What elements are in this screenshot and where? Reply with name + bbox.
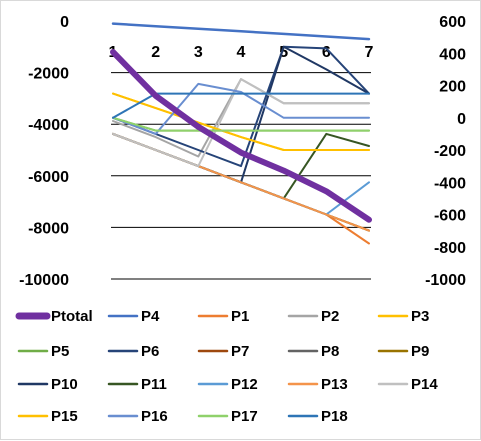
legend-item-p8: P8 [287, 343, 339, 360]
left-tick-label: -10000 [19, 272, 69, 289]
legend-item-p6: P6 [107, 343, 159, 360]
legend-label: P9 [411, 343, 429, 360]
series-line-p15 [112, 92, 370, 151]
legend-item-p12: P12 [197, 376, 258, 393]
left-tick-label: -4000 [28, 117, 69, 134]
legend-label: P12 [231, 376, 258, 393]
right-tick-label: -400 [434, 175, 466, 192]
legend-item-p18: P18 [287, 408, 348, 425]
legend-label: P7 [231, 343, 249, 360]
gridlines [111, 72, 371, 280]
legend-item-p10: P10 [17, 376, 78, 393]
legend-item-p5: P5 [17, 343, 69, 360]
legend-item-p2: P2 [287, 308, 339, 325]
legend-label: P4 [141, 308, 160, 325]
left-tick-label: -2000 [28, 66, 69, 83]
series-line-p3 [112, 92, 370, 151]
series-line-ptotal [110, 49, 372, 223]
legend-item-p9: P9 [377, 343, 429, 360]
x-tick-label: 2 [151, 44, 160, 61]
right-tick-label: 400 [439, 46, 466, 63]
legend-label: P17 [231, 408, 258, 425]
x-tick-label: 6 [322, 44, 331, 61]
series-line-p10 [112, 45, 370, 184]
legend-label: P2 [321, 308, 339, 325]
legend-label: P13 [321, 376, 348, 393]
x-tick-label: 7 [365, 44, 374, 61]
legend-item-p11: P11 [107, 376, 167, 393]
legend-item-p7: P7 [197, 343, 249, 360]
right-tick-label: 0 [457, 111, 466, 128]
left-tick-label: -6000 [28, 169, 69, 186]
left-axis-tick-labels: 0 -2000 -4000 -6000 -8000 -10000 [19, 14, 69, 289]
legend-label: P16 [141, 408, 168, 425]
legend-label: P5 [51, 343, 69, 360]
left-tick-label: -8000 [28, 220, 69, 237]
left-tick-label: 0 [60, 14, 69, 31]
legend-item-p17: P17 [197, 408, 258, 425]
x-tick-label: 5 [279, 44, 288, 61]
legend-label: Ptotal [51, 308, 93, 325]
legend-label: P11 [141, 376, 167, 393]
legend-item-p1: P1 [197, 308, 249, 325]
legend-item-p4: P4 [107, 308, 160, 325]
series-lines [110, 22, 372, 245]
legend-item-p15: P15 [17, 408, 78, 425]
right-tick-label: -600 [434, 208, 466, 225]
legend-item-p3: P3 [377, 308, 429, 325]
right-tick-label: 600 [439, 14, 466, 31]
legend-label: P3 [411, 308, 429, 325]
x-tick-label: 4 [237, 44, 246, 61]
series-line-p14 [112, 78, 370, 168]
legend-label: P6 [141, 343, 159, 360]
right-axis-tick-labels: 600 400 200 0 -200 -400 -600 -800 -1000 [425, 14, 466, 289]
legend-label: P14 [411, 376, 438, 393]
legend-label: P1 [231, 308, 249, 325]
right-tick-label: -800 [434, 240, 466, 257]
right-tick-label: 200 [439, 79, 466, 96]
series-line-p4 [111, 22, 371, 41]
legend-item-p16: P16 [107, 408, 168, 425]
right-tick-label: -1000 [425, 272, 466, 289]
legend: Ptotal P4 P1 P2 P3 P5 P6 P7 P8 P9 P10 P11 P12 P13 P14 P… [15, 308, 438, 425]
series-line-p17 [112, 116, 370, 132]
series-line-p12 [112, 132, 370, 216]
legend-item-ptotal: Ptotal [15, 308, 93, 325]
legend-label: P8 [321, 343, 339, 360]
legend-item-p14: P14 [377, 376, 438, 393]
x-tick-label: 3 [194, 44, 203, 61]
legend-label: P15 [51, 408, 78, 425]
legend-label: P10 [51, 376, 78, 393]
legend-item-p13: P13 [287, 376, 348, 393]
legend-label: P18 [321, 408, 348, 425]
series-line-p16 [112, 82, 370, 135]
right-tick-label: -200 [434, 143, 466, 160]
